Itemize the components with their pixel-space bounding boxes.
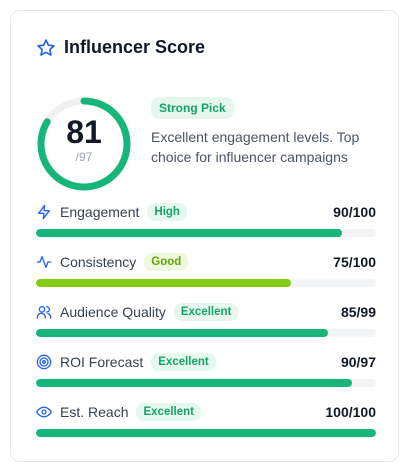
metric-score: 90/97 — [340, 354, 376, 370]
activity-icon — [36, 254, 52, 270]
metric-progress-track — [36, 279, 376, 287]
metric-badge: Excellent — [173, 303, 239, 321]
metric-badge: Excellent — [151, 353, 216, 371]
metric-label: Consistency — [60, 254, 137, 270]
metric-est-reach: Est. Reach Excellent 100/100 — [36, 401, 376, 451]
metric-progress-fill — [36, 429, 376, 437]
metrics-list: Engagement High 90/100 Consistency Good 75/10… — [36, 201, 376, 451]
lightning-icon — [36, 204, 52, 220]
verdict-description: Excellent engagement levels. Top choice … — [151, 129, 360, 165]
metric-score: 90/100 — [333, 204, 376, 220]
metric-score: 100/100 — [325, 404, 376, 420]
metric-badge: High — [147, 203, 187, 221]
verdict-badge: Strong Pick — [151, 97, 234, 119]
metric-engagement: Engagement High 90/100 — [36, 201, 376, 251]
metric-progress-track — [36, 329, 376, 337]
target-icon — [36, 354, 52, 370]
star-icon — [36, 38, 56, 58]
gauge-arc — [37, 97, 131, 191]
metric-score: 85/99 — [340, 304, 376, 320]
metric-progress-track — [36, 429, 376, 437]
metric-label: ROI Forecast — [60, 354, 144, 370]
metric-badge: Good — [144, 253, 189, 271]
metric-progress-track — [36, 229, 376, 237]
metric-progress-fill — [36, 329, 329, 337]
metric-consistency: Consistency Good 75/100 — [36, 251, 376, 301]
metric-progress-fill — [36, 279, 291, 287]
overall-score-max: /97 — [75, 150, 93, 164]
metric-progress-fill — [36, 379, 353, 387]
users-icon — [36, 304, 52, 320]
metric-score: 75/100 — [333, 254, 376, 270]
score-summary: Strong Pick Excellent engagement levels.… — [151, 97, 386, 167]
metric-audience-quality: Audience Quality Excellent 85/99 — [36, 301, 376, 351]
metric-label: Est. Reach — [60, 404, 129, 420]
overall-score-gauge: 81 /97 — [36, 96, 132, 192]
overall-score-value: 81 — [66, 114, 102, 150]
influencer-score-card: Influencer Score 81 /97 Strong Pick Exce… — [10, 10, 399, 462]
metric-label: Engagement — [60, 204, 140, 220]
metric-label: Audience Quality — [60, 304, 166, 320]
metric-roi-forecast: ROI Forecast Excellent 90/97 — [36, 351, 376, 401]
metric-progress-fill — [36, 229, 342, 237]
metric-badge: Excellent — [136, 403, 201, 421]
card-header: Influencer Score — [36, 37, 205, 58]
metric-progress-track — [36, 379, 376, 387]
card-title: Influencer Score — [64, 37, 206, 57]
eye-icon — [36, 404, 52, 420]
